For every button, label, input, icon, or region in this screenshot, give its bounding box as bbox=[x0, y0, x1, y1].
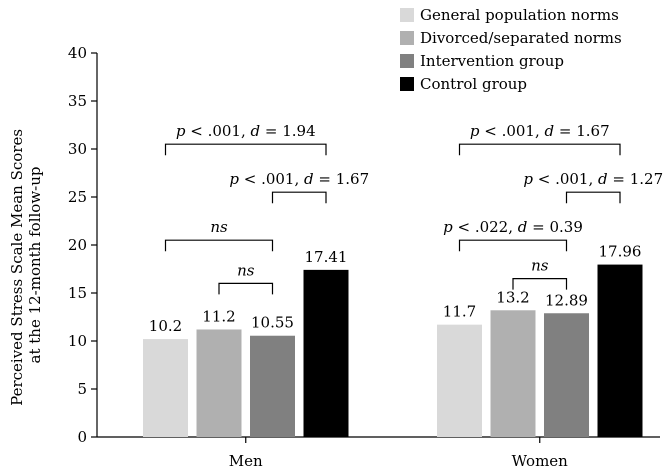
significance-label: p < .001, d = 1.67 bbox=[229, 170, 369, 188]
significance-bracket bbox=[512, 278, 568, 290]
significance-label-part: < .001, bbox=[185, 122, 250, 140]
significance-label-part: p bbox=[229, 170, 239, 188]
data-label-women-general-population-norms: 11.7 bbox=[443, 303, 476, 321]
data-label-men-intervention-group: 10.55 bbox=[251, 314, 294, 332]
legend-label-general-population-norms: General population norms bbox=[420, 6, 619, 24]
y-tick-label: 0 bbox=[77, 428, 87, 446]
y-tick-label: 10 bbox=[68, 332, 87, 350]
legend-swatch-divorced-separated-norms bbox=[400, 31, 414, 45]
significance-label-part: < .022, bbox=[453, 218, 518, 236]
significance-brackets: p < .001, d = 1.94p < .001, d = 1.67nsns… bbox=[164, 122, 663, 295]
bar-women-divorced-separated-norms bbox=[490, 310, 536, 437]
significance-bracket bbox=[164, 239, 274, 252]
y-tick-label: 30 bbox=[68, 140, 87, 158]
significance-label: p < .001, d = 1.67 bbox=[470, 122, 610, 140]
bar-women-general-population-norms bbox=[437, 324, 482, 437]
significance-label-part: d bbox=[304, 170, 314, 188]
significance-label: p < .001, d = 1.27 bbox=[523, 170, 663, 188]
data-label-women-divorced-separated-norms: 13.2 bbox=[496, 288, 529, 306]
significance-label-part: < .001, bbox=[239, 170, 304, 188]
significance-bracket bbox=[218, 282, 274, 295]
significance-label-part: p bbox=[443, 218, 453, 236]
bars: 10.2 11.7 11.2 13.2 10.55 12.89 17.41 17.96 bbox=[143, 243, 643, 437]
legend-label-divorced-separated-norms: Divorced/separated norms bbox=[420, 29, 622, 47]
significance-bracket bbox=[458, 143, 621, 156]
y-tick-label: 40 bbox=[68, 44, 87, 62]
significance-label: ns bbox=[210, 218, 228, 236]
legend-swatch-general-population-norms bbox=[400, 8, 414, 22]
significance-label: p < .022, d = 0.39 bbox=[443, 218, 583, 236]
bar-women-control-group bbox=[597, 264, 643, 437]
significance-label-part: = 1.67 bbox=[554, 122, 610, 140]
significance-label: ns bbox=[531, 257, 549, 275]
y-tick-label: 5 bbox=[77, 380, 87, 398]
legend-swatch-intervention-group bbox=[400, 54, 414, 68]
significance-label-part: = 1.67 bbox=[314, 170, 370, 188]
significance-label-part: d bbox=[598, 170, 608, 188]
legend-label-intervention-group: Intervention group bbox=[420, 52, 564, 70]
significance-label-part: < .001, bbox=[479, 122, 544, 140]
y-tick-label: 20 bbox=[68, 236, 87, 254]
significance-label-part: d bbox=[545, 122, 555, 140]
significance-label: ns bbox=[237, 261, 255, 279]
significance-label: p < .001, d = 1.94 bbox=[176, 122, 316, 140]
significance-bracket bbox=[164, 143, 327, 156]
bar-men-control-group bbox=[303, 269, 349, 437]
data-label-women-intervention-group: 12.89 bbox=[545, 291, 588, 309]
y-tick-label: 35 bbox=[68, 92, 87, 110]
y-axis-label-line-2: at the 12-month follow-up bbox=[26, 167, 44, 364]
significance-label-part: ns bbox=[237, 261, 255, 279]
significance-label-part: = 0.39 bbox=[527, 218, 583, 236]
significance-label-part: p bbox=[176, 122, 186, 140]
bar-men-divorced-separated-norms bbox=[196, 329, 242, 437]
significance-label-part: p bbox=[523, 170, 533, 188]
significance-label-part: ns bbox=[531, 257, 549, 275]
significance-label-part: d bbox=[518, 218, 528, 236]
significance-label-part: < .001, bbox=[533, 170, 598, 188]
significance-label-part: d bbox=[251, 122, 261, 140]
bar-women-intervention-group bbox=[544, 313, 589, 437]
significance-label-part: = 1.94 bbox=[260, 122, 316, 140]
significance-bracket bbox=[458, 239, 568, 252]
legend-swatch-control-group bbox=[400, 77, 414, 91]
x-tick-label-women: Women bbox=[512, 452, 569, 470]
significance-label-part: ns bbox=[210, 218, 228, 236]
significance-bracket bbox=[271, 191, 327, 204]
data-label-men-general-population-norms: 10.2 bbox=[149, 317, 182, 335]
significance-bracket bbox=[565, 191, 621, 204]
data-label-men-divorced-separated-norms: 11.2 bbox=[202, 307, 235, 325]
legend: General population norms Divorced/separat… bbox=[400, 6, 622, 93]
bar-men-intervention-group bbox=[250, 335, 295, 437]
y-axis-label: Perceived Stress Scale Mean Scores at th… bbox=[8, 124, 44, 406]
x-tick-label-men: Men bbox=[229, 452, 263, 470]
significance-label-part: p bbox=[470, 122, 480, 140]
data-label-men-control-group: 17.41 bbox=[305, 248, 348, 266]
legend-label-control-group: Control group bbox=[420, 75, 527, 93]
bar-men-general-population-norms bbox=[143, 339, 188, 437]
y-axis-label-line-1: Perceived Stress Scale Mean Scores bbox=[8, 129, 26, 406]
data-label-women-control-group: 17.96 bbox=[599, 243, 642, 261]
y-tick-label: 15 bbox=[68, 284, 87, 302]
significance-label-part: = 1.27 bbox=[608, 170, 664, 188]
axes: 0 5 10 15 20 25 30 35 40 Men Women bbox=[68, 44, 660, 470]
y-tick-label: 25 bbox=[68, 188, 87, 206]
